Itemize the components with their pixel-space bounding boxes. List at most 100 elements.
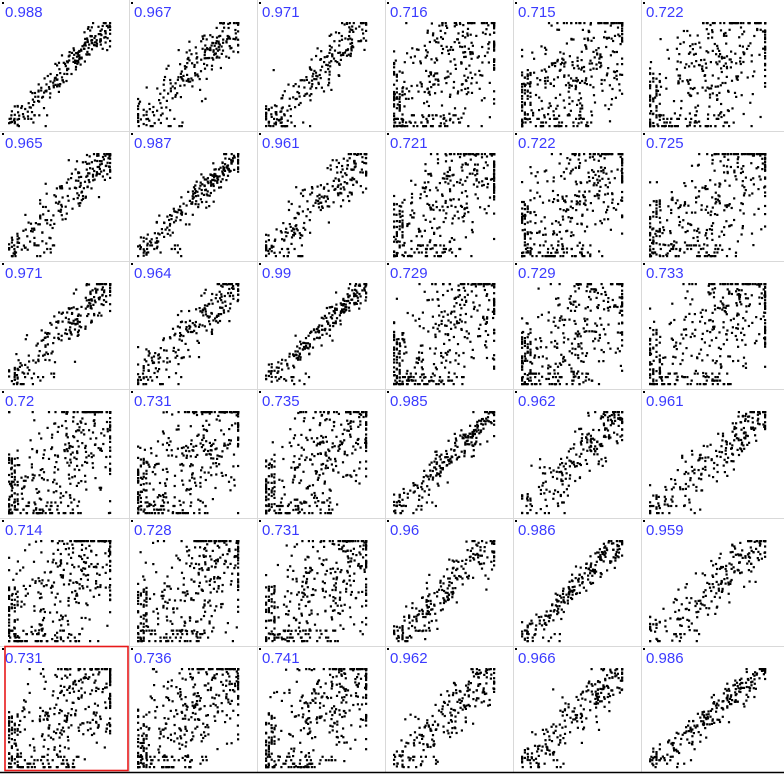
scatter-point bbox=[197, 341, 200, 344]
scatter-cell-r3-c5[interactable]: 0.729 bbox=[515, 263, 624, 386]
scatter-point bbox=[361, 28, 364, 31]
scatter-point bbox=[453, 238, 456, 241]
scatter-point bbox=[445, 24, 448, 27]
scatter-point bbox=[174, 93, 177, 97]
scatter-point bbox=[345, 54, 349, 57]
scatter-point bbox=[472, 183, 475, 186]
scatter-point bbox=[446, 174, 449, 178]
scatter-point bbox=[393, 63, 396, 66]
scatter-point bbox=[104, 22, 107, 25]
scatter-point bbox=[54, 83, 57, 86]
scatter-point bbox=[759, 22, 762, 25]
scatter-point bbox=[689, 87, 692, 90]
scatter-point bbox=[432, 363, 436, 366]
scatter-cell-r1-c4[interactable]: 0.716 bbox=[387, 2, 496, 128]
scatter-cell-r2-c4[interactable]: 0.721 bbox=[387, 133, 496, 258]
scatter-point bbox=[592, 86, 595, 89]
scatter-point bbox=[607, 218, 610, 221]
scatter-point bbox=[100, 314, 103, 317]
scatter-point bbox=[168, 376, 171, 379]
scatter-point bbox=[307, 334, 310, 337]
scatter-point bbox=[463, 283, 466, 286]
scatter-point bbox=[200, 201, 204, 204]
scatter-point bbox=[142, 366, 145, 369]
scatter-point bbox=[336, 171, 339, 174]
scatter-point bbox=[65, 212, 68, 215]
scatter-point bbox=[582, 194, 585, 197]
scatter-point bbox=[336, 185, 339, 188]
scatter-point bbox=[353, 162, 356, 165]
scatter-point bbox=[30, 227, 34, 230]
scatter-point bbox=[691, 43, 694, 46]
scatter-point bbox=[486, 51, 489, 54]
scatter-point bbox=[552, 114, 555, 117]
scatter-point bbox=[201, 324, 204, 327]
scatter-point bbox=[437, 304, 440, 307]
scatter-point bbox=[572, 234, 575, 237]
scatter-point bbox=[152, 105, 155, 109]
scatter-point bbox=[578, 165, 581, 168]
scatter-point bbox=[79, 63, 82, 66]
scatter-point bbox=[529, 73, 532, 77]
scatter-cell-r2-c3[interactable]: 0.961 bbox=[259, 133, 368, 258]
scatter-cell-r3-c2[interactable]: 0.964 bbox=[131, 263, 240, 386]
scatter-cell-r2-c5[interactable]: 0.722 bbox=[515, 133, 624, 258]
scatter-point bbox=[351, 289, 354, 292]
scatter-point bbox=[547, 247, 550, 251]
scatter-point bbox=[564, 84, 568, 87]
scatter-point bbox=[695, 121, 698, 124]
scatter-point bbox=[197, 75, 200, 78]
scatter-point bbox=[437, 41, 440, 44]
scatter-cell-r2-c2[interactable]: 0.987 bbox=[131, 133, 240, 258]
scatter-point bbox=[719, 160, 722, 163]
scatter-point bbox=[684, 117, 687, 120]
scatter-point bbox=[725, 220, 728, 223]
scatter-point bbox=[432, 208, 435, 211]
scatter-point bbox=[298, 379, 301, 382]
scatter-point bbox=[610, 170, 613, 173]
scatter-point bbox=[446, 353, 449, 356]
scatter-point bbox=[225, 179, 228, 182]
scatter-point bbox=[395, 79, 398, 82]
scatter-cell-r3-c3[interactable]: 0.99 bbox=[259, 263, 368, 386]
scatter-point bbox=[13, 120, 16, 123]
scatter-point bbox=[756, 27, 759, 31]
scatter-point bbox=[685, 63, 688, 66]
scatter-point bbox=[395, 251, 398, 255]
scatter-point bbox=[354, 284, 357, 287]
scatter-point bbox=[733, 91, 737, 94]
scatter-point bbox=[692, 236, 695, 240]
scatter-point bbox=[526, 205, 529, 208]
scatter-cell-r1-c3[interactable]: 0.971 bbox=[259, 2, 368, 128]
scatter-point bbox=[327, 84, 330, 87]
scatter-point bbox=[609, 24, 612, 27]
scatter-cell-r3-c1[interactable]: 0.971 bbox=[2, 263, 112, 386]
scatter-point bbox=[431, 34, 435, 37]
scatter-point bbox=[393, 321, 396, 324]
scatter-point bbox=[93, 299, 96, 302]
scatter-point bbox=[410, 192, 414, 195]
scatter-point bbox=[576, 103, 579, 106]
scatter-point bbox=[759, 178, 762, 181]
scatter-point bbox=[488, 196, 492, 199]
scatter-point bbox=[67, 199, 70, 202]
scatter-point bbox=[545, 70, 548, 73]
scatter-cell-r1-c5[interactable]: 0.715 bbox=[515, 2, 624, 128]
scatter-point bbox=[232, 22, 236, 25]
scatter-point bbox=[442, 356, 445, 359]
scatter-point bbox=[234, 28, 237, 32]
scatter-point bbox=[621, 190, 624, 194]
scatter-point bbox=[137, 255, 140, 258]
scatter-point bbox=[438, 182, 441, 185]
scatter-cell-r2-c1[interactable]: 0.965 bbox=[2, 133, 112, 258]
scatter-cell-r2-c6[interactable]: 0.725 bbox=[643, 133, 767, 258]
scatter-point bbox=[365, 174, 368, 177]
scatter-point bbox=[659, 247, 662, 251]
scatter-point bbox=[521, 200, 524, 204]
scatter-cell-r1-c6[interactable]: 0.722 bbox=[643, 2, 767, 128]
scatter-cell-r1-c2[interactable]: 0.967 bbox=[131, 2, 240, 128]
scatter-point bbox=[621, 232, 624, 235]
scatter-cell-r1-c1[interactable]: 0.988 bbox=[2, 2, 112, 128]
scatter-cell-r3-c4[interactable]: 0.729 bbox=[387, 263, 496, 386]
